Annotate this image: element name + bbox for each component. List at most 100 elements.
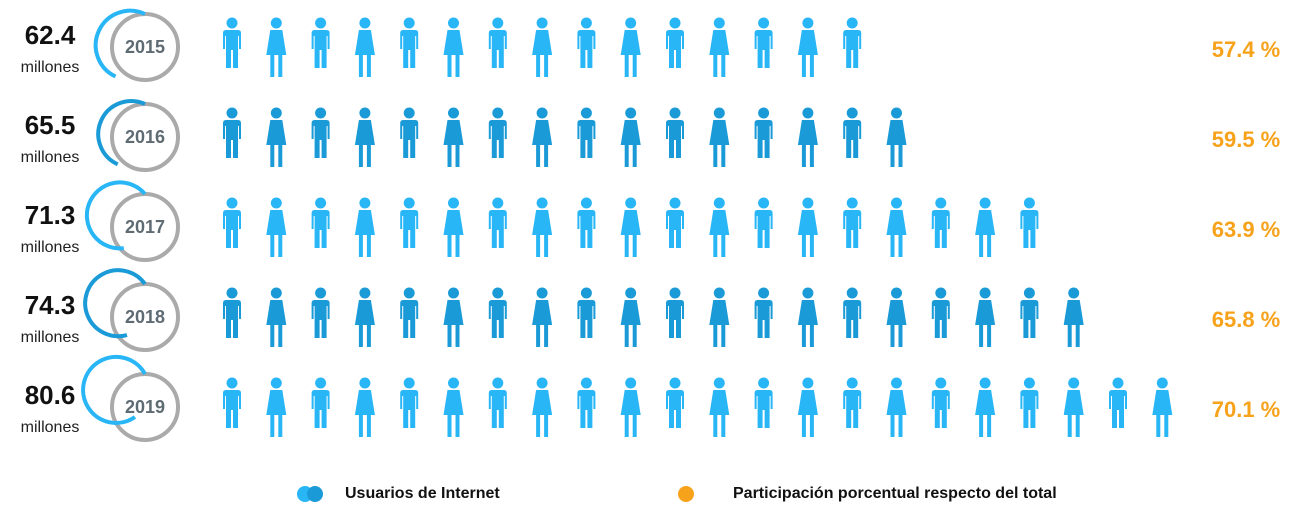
person-head bbox=[713, 17, 725, 29]
person-head bbox=[1023, 197, 1035, 209]
person-icon bbox=[311, 300, 330, 338]
person-icon bbox=[620, 300, 641, 347]
person-icon bbox=[354, 210, 375, 257]
person-icon bbox=[400, 120, 419, 158]
person-icon bbox=[931, 210, 950, 248]
person-icon bbox=[975, 300, 996, 347]
person-head bbox=[935, 377, 947, 389]
users-unit: millones bbox=[21, 329, 80, 346]
person-icon bbox=[620, 120, 641, 167]
person-icon bbox=[620, 30, 641, 77]
person-head bbox=[669, 287, 681, 299]
person-head bbox=[270, 377, 282, 389]
person-icon bbox=[443, 30, 464, 77]
person-icon bbox=[886, 390, 907, 437]
year-label: 2016 bbox=[125, 127, 165, 147]
person-head bbox=[315, 17, 327, 29]
person-icon bbox=[843, 300, 862, 338]
person-head bbox=[226, 377, 238, 389]
person-icon bbox=[443, 210, 464, 257]
person-head bbox=[580, 17, 592, 29]
person-icon bbox=[1020, 390, 1039, 428]
person-icon bbox=[797, 300, 818, 347]
person-icon bbox=[311, 390, 330, 428]
person-head bbox=[891, 107, 902, 119]
person-icon bbox=[400, 30, 419, 68]
person-head bbox=[669, 377, 681, 389]
person-head bbox=[359, 17, 371, 29]
users-unit: millones bbox=[21, 419, 80, 436]
person-head bbox=[536, 377, 548, 389]
person-head bbox=[846, 377, 858, 389]
person-icon bbox=[620, 390, 641, 437]
person-head bbox=[1112, 377, 1124, 389]
person-icon bbox=[311, 120, 330, 158]
users-unit: millones bbox=[21, 59, 80, 76]
person-head bbox=[846, 17, 858, 29]
person-icon bbox=[1109, 390, 1127, 428]
person-icon bbox=[266, 210, 287, 257]
person-head bbox=[758, 107, 770, 119]
person-icon bbox=[886, 210, 907, 257]
users-value: 74.3 bbox=[25, 290, 76, 320]
person-icon bbox=[666, 390, 684, 428]
person-head bbox=[935, 197, 947, 209]
person-icon bbox=[886, 120, 907, 167]
person-head bbox=[979, 377, 991, 389]
person-head bbox=[403, 287, 415, 299]
person-head bbox=[403, 17, 415, 29]
person-icon bbox=[931, 300, 950, 338]
person-icon bbox=[532, 390, 553, 437]
person-icon bbox=[266, 120, 287, 167]
users-unit: millones bbox=[21, 239, 80, 256]
person-icon bbox=[577, 300, 596, 338]
person-head bbox=[270, 197, 282, 209]
person-icon bbox=[1152, 390, 1173, 437]
person-icon bbox=[443, 390, 464, 437]
person-icon bbox=[266, 300, 287, 347]
share-label: 63.9 % bbox=[1212, 217, 1281, 242]
share-label: 57.4 % bbox=[1212, 37, 1281, 62]
person-head bbox=[359, 377, 371, 389]
person-head bbox=[448, 197, 459, 209]
icon-row bbox=[223, 377, 1173, 437]
person-icon bbox=[666, 300, 684, 338]
person-icon bbox=[797, 210, 818, 257]
person-head bbox=[713, 197, 725, 209]
person-head bbox=[580, 377, 592, 389]
person-head bbox=[758, 287, 770, 299]
person-head bbox=[625, 287, 637, 299]
year-label: 2018 bbox=[125, 307, 165, 327]
person-icon bbox=[354, 300, 375, 347]
person-icon bbox=[709, 120, 730, 167]
icon-row bbox=[223, 107, 907, 167]
person-head bbox=[802, 197, 814, 209]
person-head bbox=[448, 107, 459, 119]
person-head bbox=[891, 377, 902, 389]
icon-row bbox=[223, 197, 1039, 257]
legend-swatch bbox=[307, 486, 323, 502]
person-head bbox=[315, 197, 327, 209]
person-head bbox=[536, 107, 548, 119]
person-head bbox=[580, 197, 592, 209]
person-head bbox=[758, 197, 770, 209]
person-head bbox=[270, 287, 282, 299]
ring-arc bbox=[93, 8, 146, 79]
person-icon bbox=[577, 120, 596, 158]
person-head bbox=[979, 287, 991, 299]
users-value: 62.4 bbox=[25, 20, 76, 50]
person-head bbox=[669, 107, 681, 119]
person-icon bbox=[223, 210, 241, 248]
person-head bbox=[802, 107, 814, 119]
person-head bbox=[448, 377, 459, 389]
person-head bbox=[1023, 377, 1035, 389]
person-icon bbox=[354, 30, 375, 77]
person-icon bbox=[797, 390, 818, 437]
person-icon bbox=[754, 210, 773, 248]
person-head bbox=[625, 17, 637, 29]
person-icon bbox=[443, 300, 464, 347]
person-head bbox=[758, 377, 770, 389]
person-icon bbox=[754, 300, 773, 338]
icon-row bbox=[223, 287, 1084, 347]
